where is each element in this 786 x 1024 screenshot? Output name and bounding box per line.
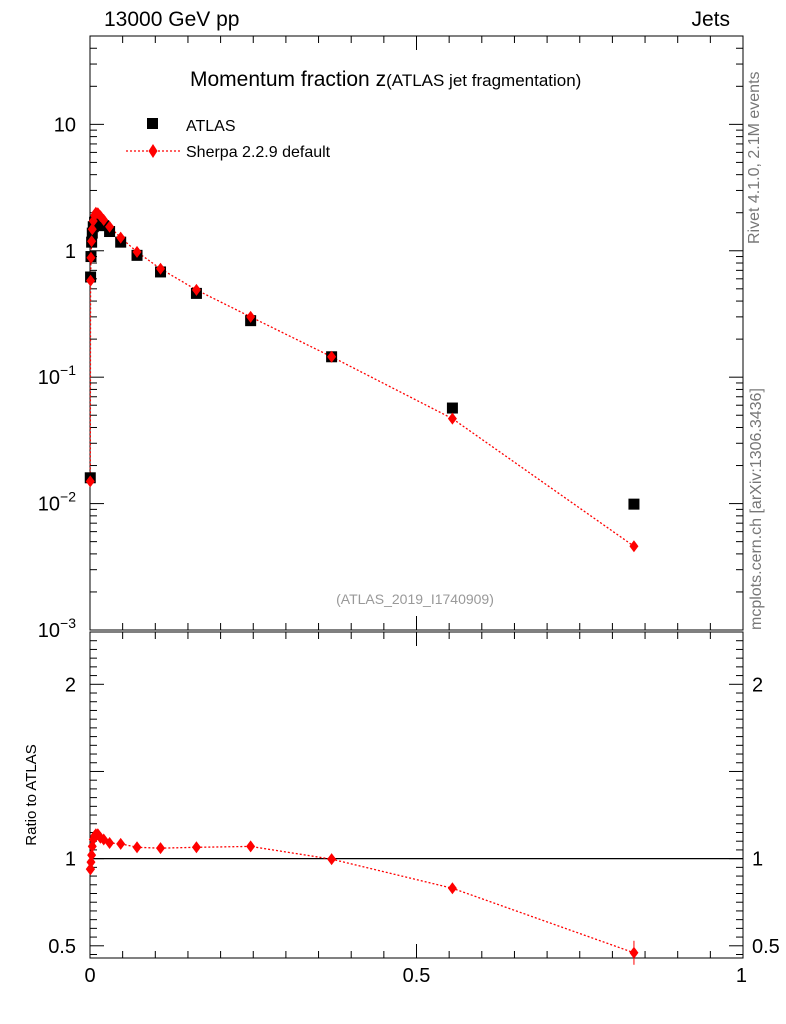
ratio-y-tick-label-right: 1 — [752, 849, 763, 871]
ratio-point — [87, 849, 97, 862]
ratio-y-tick-label: 0.5 — [48, 936, 76, 958]
ratio-point — [629, 946, 639, 959]
y-tick-label: 10−1 — [38, 362, 76, 389]
sherpa-point — [629, 540, 639, 553]
collision-label: 13000 GeV pp — [104, 8, 240, 31]
ratio-point — [447, 882, 457, 895]
sherpa-point — [132, 245, 142, 258]
ratio-y-tick-label: 1 — [65, 849, 76, 871]
sherpa-point — [99, 214, 109, 227]
chart-title: Momentum fraction z(ATLAS jet fragmentat… — [190, 68, 581, 91]
sherpa-point — [85, 475, 95, 488]
legend-label-sherpa: Sherpa 2.2.9 default — [186, 144, 331, 161]
legend-label-atlas: ATLAS — [186, 118, 236, 135]
ratio-point — [86, 856, 96, 869]
ratio-point — [191, 841, 201, 854]
sherpa-point — [246, 310, 256, 323]
y-tick-label: 10−2 — [38, 489, 76, 516]
sherpa-point — [87, 235, 97, 248]
y-tick-label: 1 — [65, 241, 76, 263]
y-tick-label: 10−3 — [38, 615, 76, 642]
legend-marker-atlas — [147, 118, 158, 129]
ratio-point — [327, 853, 337, 866]
sherpa-point — [86, 274, 96, 287]
ratio-point — [116, 837, 126, 850]
sherpa-point — [447, 412, 457, 425]
ratio-y-tick-label-right: 0.5 — [752, 936, 780, 958]
sherpa-point — [116, 231, 126, 244]
ratio-point — [156, 842, 166, 855]
x-tick-label: 0.5 — [403, 965, 431, 987]
x-tick-label: 0 — [84, 965, 95, 987]
sherpa-line — [89, 211, 635, 547]
ratio-point — [132, 841, 142, 854]
category-label: Jets — [691, 8, 730, 31]
ratio-point — [86, 863, 96, 876]
analysis-tag: (ATLAS_2019_I1740909) — [336, 591, 494, 607]
ratio-point — [105, 836, 115, 849]
y-tick-label: 10 — [54, 114, 76, 136]
sherpa-point — [86, 251, 96, 264]
ratio-y-tick-label: 2 — [65, 674, 76, 696]
atlas-point — [446, 402, 458, 414]
ratio-line — [89, 833, 635, 954]
ratio-axis-title: Ratio to ATLAS — [23, 744, 40, 845]
ratio-point — [246, 840, 256, 853]
x-tick-label: 1 — [736, 965, 747, 987]
ratio-plot-frame — [89, 631, 744, 959]
sherpa-point — [105, 220, 115, 233]
sherpa-point — [87, 223, 97, 236]
atlas-point — [628, 498, 640, 510]
sherpa-point — [191, 283, 201, 296]
sherpa-point — [156, 262, 166, 275]
sherpa-point — [327, 350, 337, 363]
legend-marker-sherpa — [148, 144, 158, 158]
ratio-y-tick-label-right: 2 — [752, 674, 763, 696]
